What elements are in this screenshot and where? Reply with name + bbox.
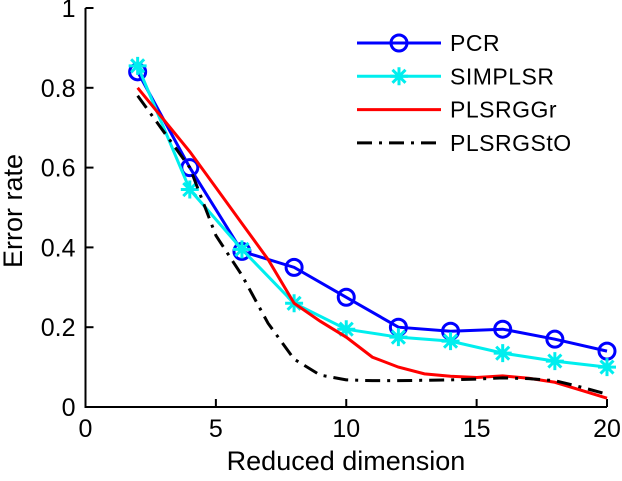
asterisk-marker xyxy=(493,344,512,363)
asterisk-marker xyxy=(545,352,564,371)
legend-item-plsrggr: PLSRGGr xyxy=(357,97,557,123)
x-tick-label: 5 xyxy=(209,415,223,443)
asterisk-marker xyxy=(128,56,147,75)
asterisk-marker xyxy=(598,358,616,377)
legend-label: PLSRGStO xyxy=(450,130,572,156)
x-tick-label: 10 xyxy=(332,415,360,443)
y-axis-label: Error rate xyxy=(0,154,28,268)
x-tick-label: 15 xyxy=(463,415,491,443)
series-pcr xyxy=(128,62,617,361)
asterisk-marker xyxy=(441,332,460,351)
asterisk-marker xyxy=(337,320,356,339)
legend-item-plsrgsto: PLSRGStO xyxy=(357,130,572,156)
asterisk-marker xyxy=(389,328,408,347)
y-tick-label: 0.2 xyxy=(41,314,76,342)
y-tick-label: 0 xyxy=(62,394,76,422)
asterisk-marker xyxy=(232,240,251,259)
asterisk-marker xyxy=(180,180,199,199)
legend: PCR SIMPLSR PLSRGGr PLSRGStO xyxy=(357,30,572,156)
legend-label: PCR xyxy=(450,30,500,56)
x-tick-label: 20 xyxy=(593,415,621,443)
asterisk-marker xyxy=(390,67,408,86)
x-axis-label: Reduced dimension xyxy=(227,446,466,476)
y-tick-label: 0.8 xyxy=(41,75,76,103)
circle-marker xyxy=(545,329,565,349)
plot-series xyxy=(128,56,617,400)
legend-item-pcr: PCR xyxy=(357,30,500,56)
series-line xyxy=(136,94,608,396)
y-tick-label: 0.4 xyxy=(41,234,76,262)
circle-marker xyxy=(336,287,356,307)
circle-marker xyxy=(493,319,513,339)
series-line xyxy=(136,65,608,369)
y-tick-label: 0.6 xyxy=(41,155,76,183)
circle-marker xyxy=(284,257,304,277)
legend-item-simplsr: SIMPLSR xyxy=(357,63,554,89)
axes: 0 5 10 15 20 0 0.2 0.4 0.6 0.8 1 xyxy=(41,0,621,443)
legend-label: PLSRGGr xyxy=(450,97,557,123)
legend-label: SIMPLSR xyxy=(450,63,554,89)
circle-marker xyxy=(389,33,409,53)
series-plsrgsto xyxy=(136,94,608,396)
series-line xyxy=(136,71,608,353)
x-tick-label: 0 xyxy=(79,415,93,443)
y-tick-label: 1 xyxy=(62,0,76,23)
